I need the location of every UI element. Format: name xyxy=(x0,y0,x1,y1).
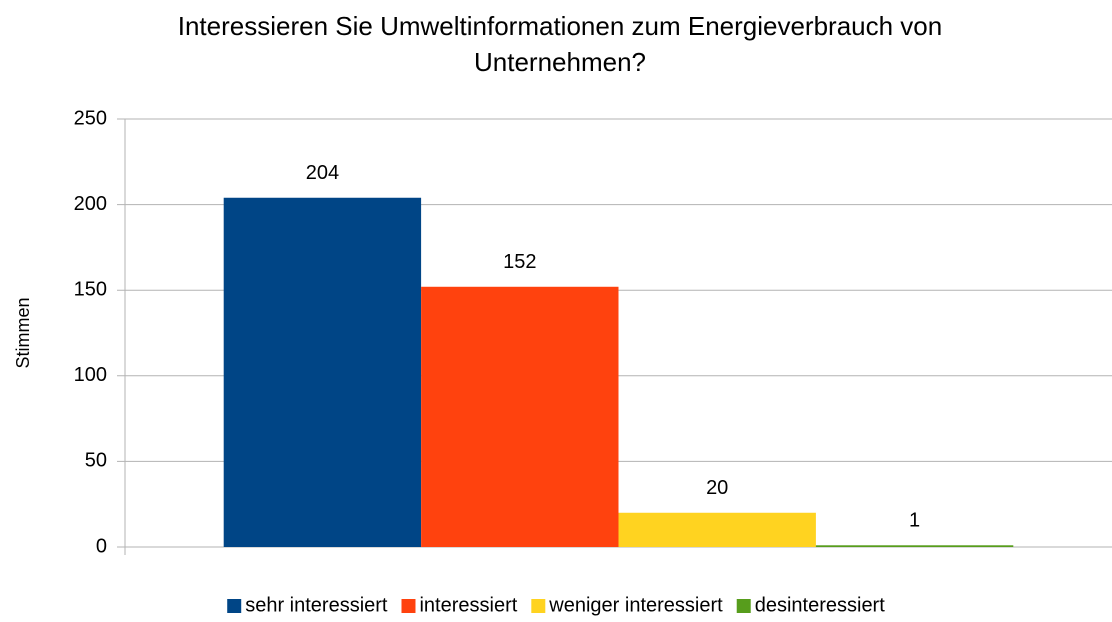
legend-swatch xyxy=(401,599,416,613)
data-label: 152 xyxy=(503,251,536,273)
y-tick-label: 100 xyxy=(74,364,107,386)
bar xyxy=(815,545,1014,547)
chart-title: Interessieren Sie Umweltinformationen zu… xyxy=(177,11,943,77)
y-tick-label: 50 xyxy=(85,450,107,472)
data-label: 1 xyxy=(909,510,920,532)
legend-label: desinteressiert xyxy=(755,594,886,616)
data-label: 204 xyxy=(306,162,339,184)
data-label: 20 xyxy=(706,477,728,499)
y-tick-label: 0 xyxy=(96,535,107,557)
bar xyxy=(618,512,816,547)
y-axis-label: Stimmen xyxy=(13,297,33,368)
bar xyxy=(223,197,422,547)
legend-label: weniger interessiert xyxy=(548,594,723,616)
bar xyxy=(421,286,619,547)
y-tick-label: 200 xyxy=(74,193,107,215)
legend-swatch xyxy=(736,599,751,613)
legend-swatch xyxy=(531,599,546,613)
legend-swatch xyxy=(227,599,242,613)
y-tick-label: 150 xyxy=(74,278,107,300)
y-tick-label: 250 xyxy=(74,107,107,129)
legend-label: sehr interessiert xyxy=(245,594,388,616)
legend-label: interessiert xyxy=(419,594,517,616)
